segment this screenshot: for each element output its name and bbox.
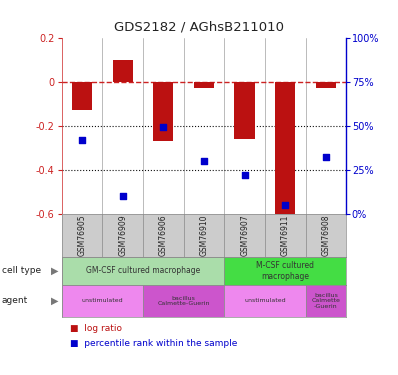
Point (201, 158, 207, 164)
Text: bacillus
Calmette-Guerin: bacillus Calmette-Guerin (157, 296, 210, 306)
Text: ▶: ▶ (51, 296, 59, 306)
Point (282, 202, 289, 208)
Bar (224, 285, 306, 317)
Point (160, 124, 166, 130)
Bar (234, 82, 255, 139)
Bar (62, 257, 224, 285)
Text: GSM76907: GSM76907 (240, 214, 249, 256)
Text: GSM76909: GSM76909 (118, 214, 127, 256)
Text: GSM76905: GSM76905 (78, 214, 86, 256)
Text: M-CSF cultured
macrophage: M-CSF cultured macrophage (256, 261, 314, 280)
Bar (72, 82, 92, 110)
Bar (113, 60, 133, 82)
Text: GSM76911: GSM76911 (281, 214, 290, 256)
Text: GSM76908: GSM76908 (322, 214, 330, 256)
Bar (62, 285, 143, 317)
Text: unstimulated: unstimulated (82, 298, 123, 303)
Text: unstimulated: unstimulated (244, 298, 286, 303)
Text: ▶: ▶ (51, 266, 59, 276)
Text: agent: agent (2, 296, 28, 305)
Text: bacillus
Calmette
-Guerin: bacillus Calmette -Guerin (312, 292, 340, 309)
Bar (316, 82, 336, 88)
Bar (143, 285, 224, 317)
Point (79, 137, 85, 143)
Text: GDS2182 / AGhsB211010: GDS2182 / AGhsB211010 (114, 21, 284, 34)
Point (323, 154, 329, 160)
Bar (224, 257, 346, 285)
Text: GSM76910: GSM76910 (199, 214, 209, 256)
Point (119, 193, 126, 199)
Bar (153, 82, 174, 141)
Point (242, 172, 248, 178)
Bar (194, 82, 214, 88)
Text: ■  percentile rank within the sample: ■ percentile rank within the sample (70, 339, 237, 348)
Text: GSM76906: GSM76906 (159, 214, 168, 256)
Text: cell type: cell type (2, 266, 41, 275)
Bar (275, 82, 295, 214)
Text: ■  log ratio: ■ log ratio (70, 324, 122, 333)
Text: GM-CSF cultured macrophage: GM-CSF cultured macrophage (86, 266, 200, 275)
Bar (306, 285, 346, 317)
